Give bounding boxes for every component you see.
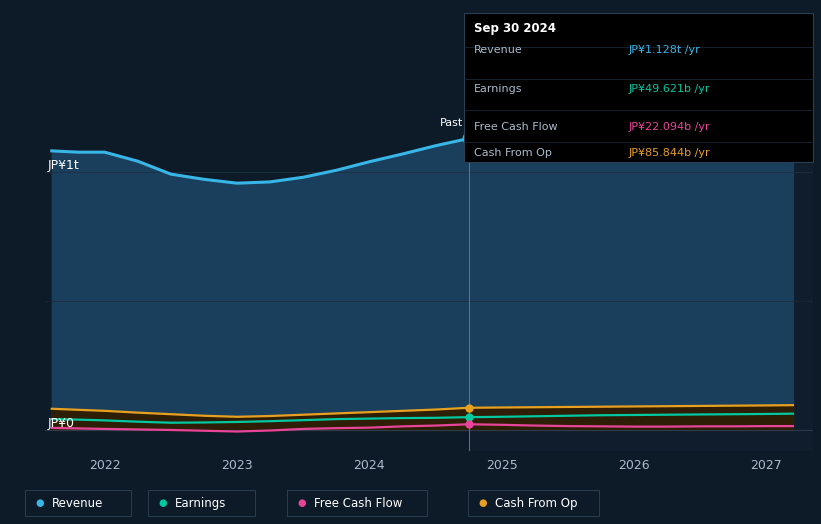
Text: ●: ● <box>298 498 306 508</box>
Text: Earnings: Earnings <box>474 84 522 94</box>
Text: Cash From Op: Cash From Op <box>474 148 552 158</box>
Text: JP¥1t: JP¥1t <box>48 159 80 171</box>
Text: Revenue: Revenue <box>474 45 522 55</box>
Text: Revenue: Revenue <box>52 497 103 509</box>
Text: Sep 30 2024: Sep 30 2024 <box>474 23 556 35</box>
Text: ●: ● <box>158 498 167 508</box>
Text: ●: ● <box>35 498 44 508</box>
Text: JP¥49.621b /yr: JP¥49.621b /yr <box>628 84 709 94</box>
Text: Analysts Forecasts: Analysts Forecasts <box>477 118 580 128</box>
Text: ●: ● <box>479 498 487 508</box>
Text: Cash From Op: Cash From Op <box>495 497 577 509</box>
Bar <box>469 73 813 451</box>
Text: Earnings: Earnings <box>175 497 227 509</box>
Text: JP¥22.094b /yr: JP¥22.094b /yr <box>628 122 709 132</box>
Text: JP¥85.844b /yr: JP¥85.844b /yr <box>628 148 709 158</box>
Text: JP¥0: JP¥0 <box>48 417 75 430</box>
Text: Past: Past <box>440 118 463 128</box>
Text: Free Cash Flow: Free Cash Flow <box>314 497 403 509</box>
Text: JP¥1.128t /yr: JP¥1.128t /yr <box>628 45 699 55</box>
Text: Free Cash Flow: Free Cash Flow <box>474 122 557 132</box>
